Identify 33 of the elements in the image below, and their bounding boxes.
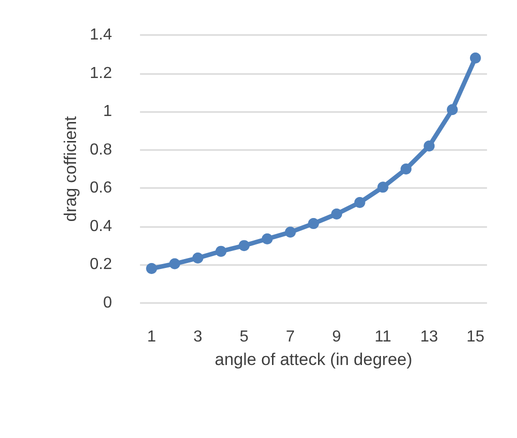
point [470,52,481,64]
y-axis-title: drag cofficient [60,116,80,222]
point [400,164,412,174]
y-tick-label: 1.4 [90,26,112,44]
y-tick-label: 1.2 [90,64,112,82]
y-tick-label: 1 [103,103,112,120]
point [238,240,250,252]
x-axis-title: angle of atteck (in degree) [214,350,412,369]
point [331,208,342,220]
x-tick-label: 13 [420,328,438,346]
point [446,104,458,116]
x-tick-label: 7 [286,328,295,346]
point [192,252,204,264]
y-tick-label: 0.8 [90,141,112,158]
x-tick-label: 11 [374,328,392,346]
point [354,197,366,208]
point [284,226,296,238]
point [308,218,319,230]
point [215,246,226,257]
point [424,140,435,152]
y-tick-label: 0.2 [90,256,112,274]
x-tick-label: 1 [147,328,156,346]
y-tick-label: 0.6 [90,180,112,197]
point [146,263,158,274]
x-tick-label: 5 [240,328,249,346]
x-tick-label: 9 [332,328,342,346]
point [262,233,273,244]
x-tick-label: 3 [193,328,202,346]
point [377,182,388,193]
y-tick-label: 0 [103,294,112,312]
x-tick-label: 15 [466,328,484,346]
y-tick-label: 0.4 [90,218,112,235]
point [169,258,180,270]
